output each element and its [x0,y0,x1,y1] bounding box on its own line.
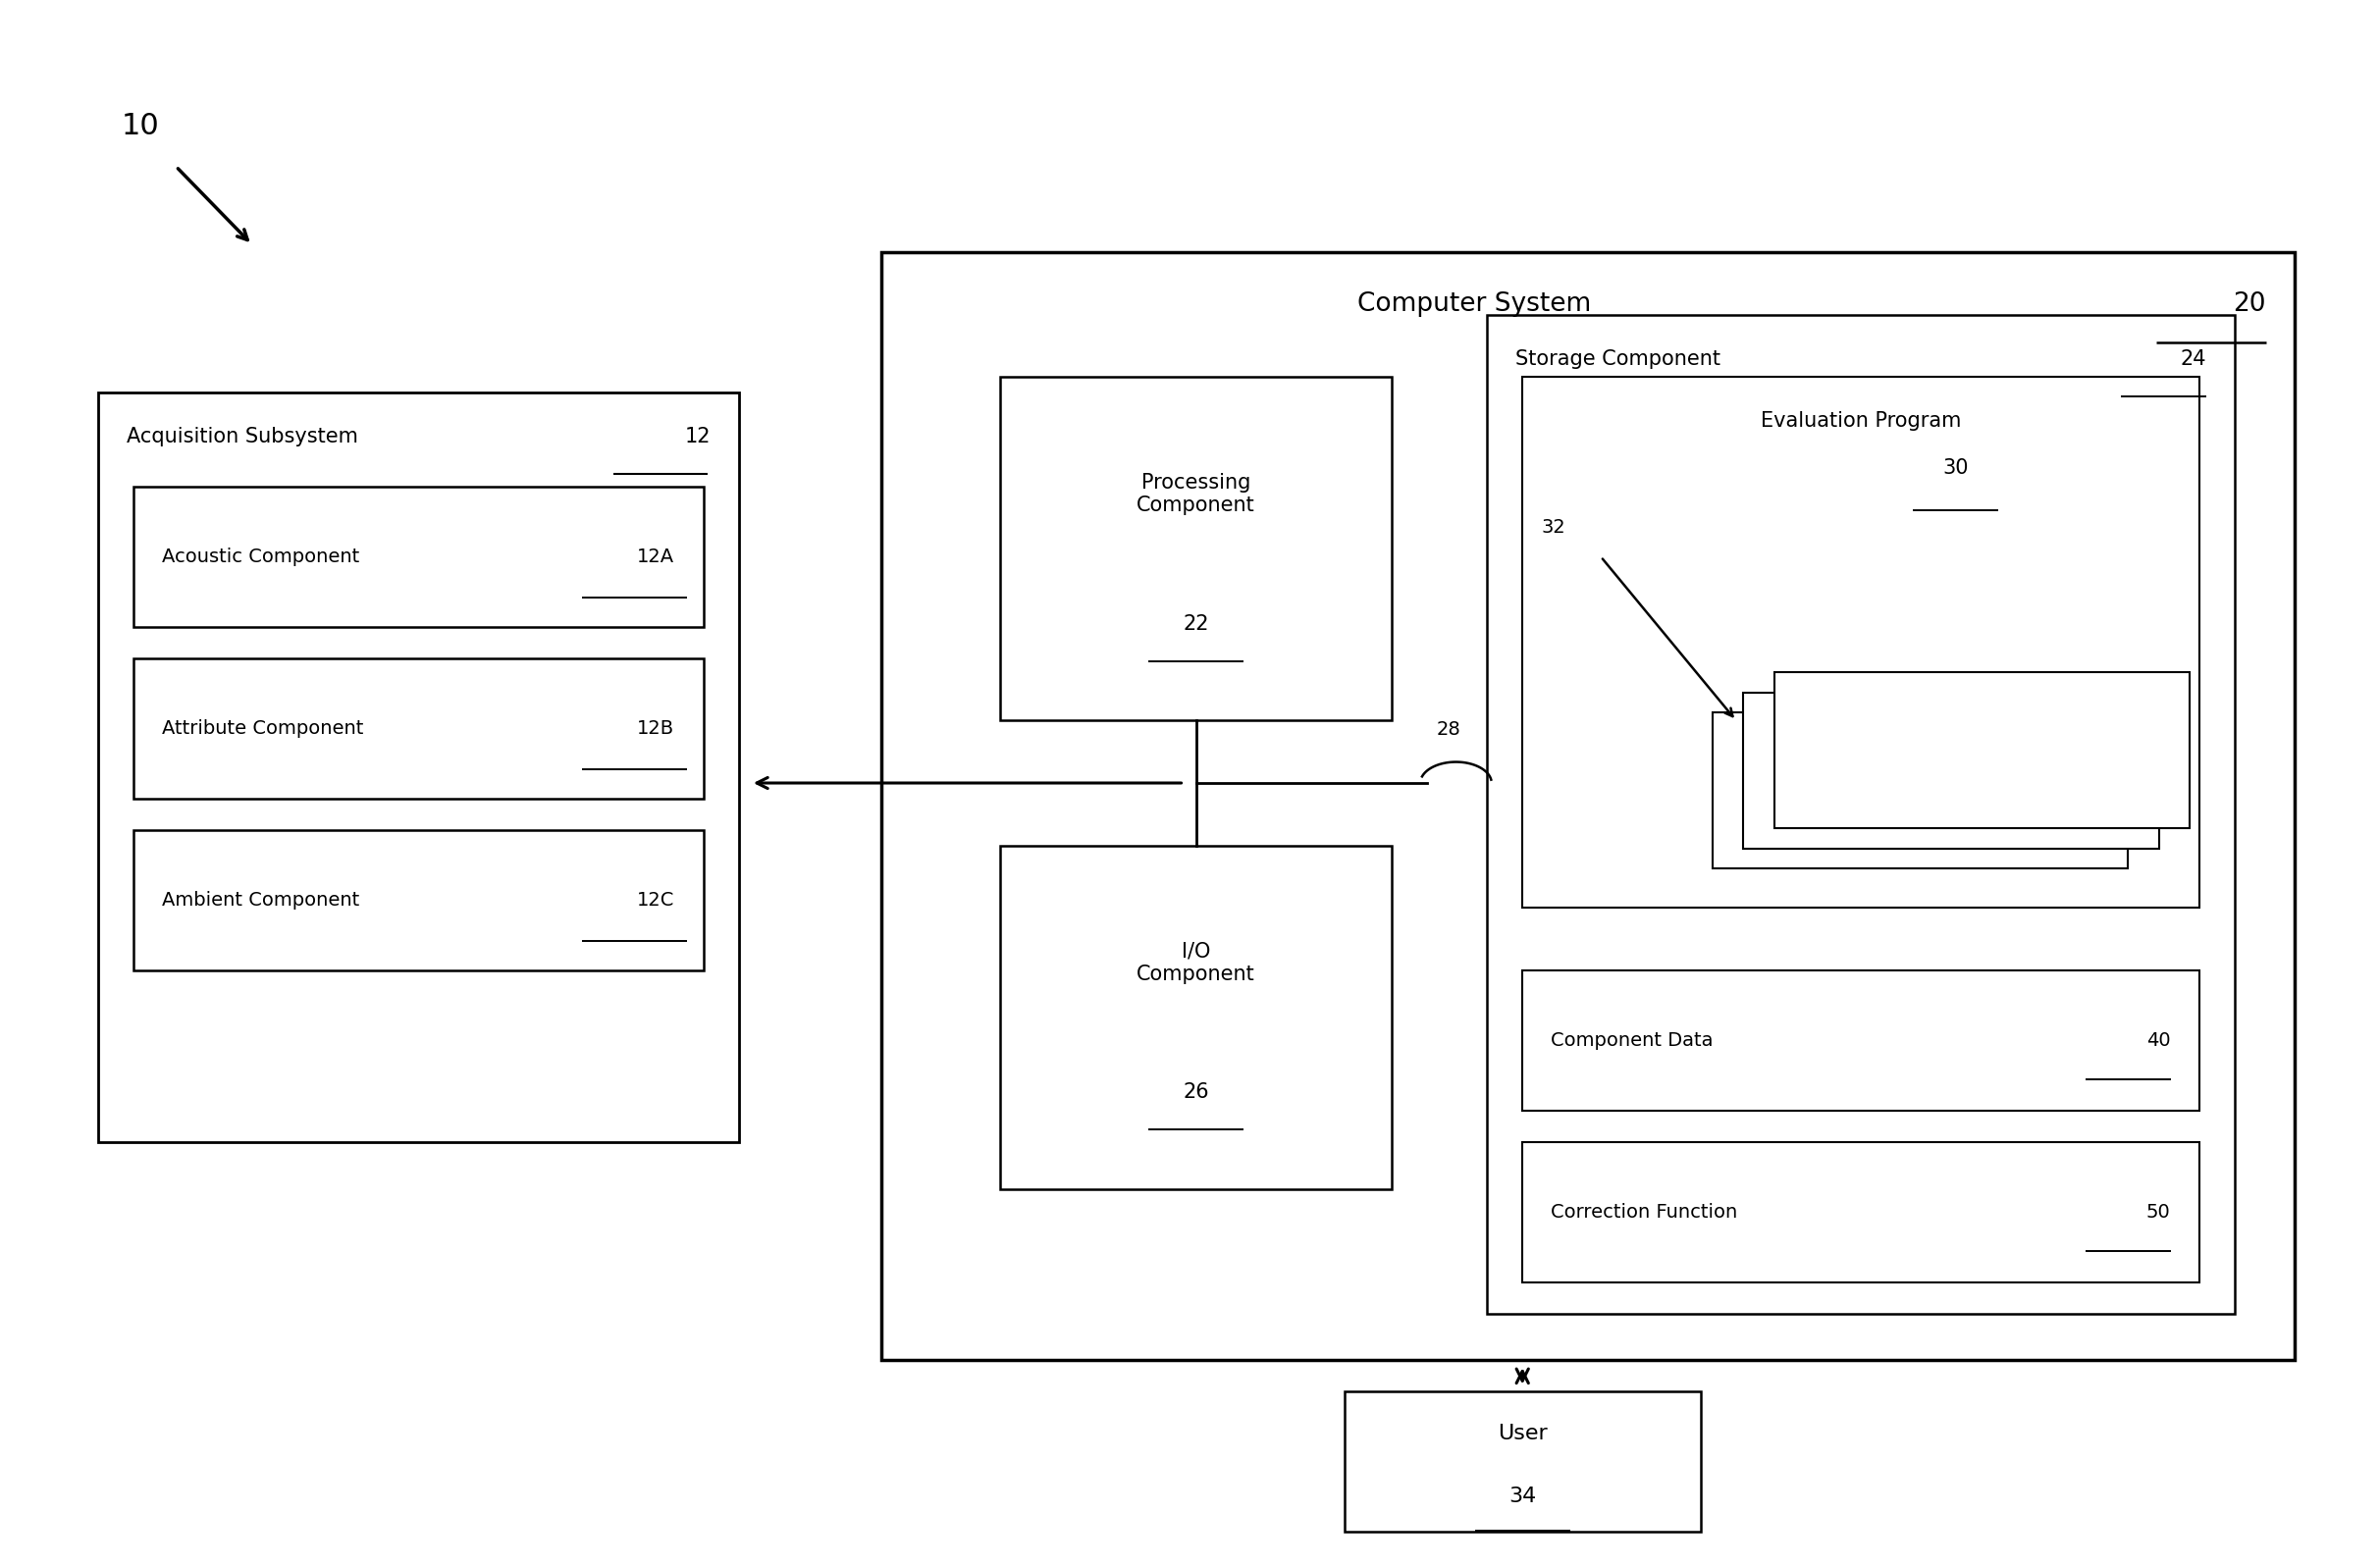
Text: 24: 24 [2180,349,2206,368]
FancyBboxPatch shape [1742,692,2159,849]
FancyBboxPatch shape [133,487,702,626]
FancyBboxPatch shape [1345,1392,1702,1532]
FancyBboxPatch shape [1523,377,2199,908]
Text: 30: 30 [1942,459,1968,478]
Text: 12C: 12C [638,891,674,910]
Text: 26: 26 [1183,1082,1209,1102]
Text: 22: 22 [1183,614,1209,634]
Text: Processing
Component: Processing Component [1138,473,1254,515]
Text: Component Data: Component Data [1552,1030,1714,1049]
FancyBboxPatch shape [133,658,702,799]
Text: Correction Function: Correction Function [1552,1203,1737,1221]
FancyBboxPatch shape [881,252,2294,1361]
Text: 10: 10 [121,111,159,141]
Text: 40: 40 [2147,1030,2171,1049]
FancyBboxPatch shape [1711,713,2128,869]
FancyBboxPatch shape [1488,315,2235,1314]
Text: 50: 50 [2147,1203,2171,1221]
Text: 28: 28 [1438,720,1461,739]
Text: 20: 20 [2232,291,2266,316]
Text: 12A: 12A [638,548,674,565]
Text: Attribute Component: Attribute Component [162,719,364,738]
Text: Computer System: Computer System [1359,291,1592,316]
FancyBboxPatch shape [1000,846,1392,1189]
FancyBboxPatch shape [133,830,702,971]
Text: Acquisition Subsystem: Acquisition Subsystem [126,428,357,446]
Text: Acoustic Component: Acoustic Component [162,548,359,565]
FancyBboxPatch shape [1000,377,1392,720]
Text: I/O
Component: I/O Component [1138,941,1254,983]
Text: Storage Component: Storage Component [1516,349,1721,368]
Text: Ambient Component: Ambient Component [162,891,359,910]
Text: 12B: 12B [638,719,674,738]
FancyBboxPatch shape [1523,971,2199,1110]
Text: 32: 32 [1542,518,1566,536]
Text: 12: 12 [685,428,709,446]
Text: 34: 34 [1509,1486,1537,1506]
FancyBboxPatch shape [1523,1142,2199,1283]
FancyBboxPatch shape [98,393,738,1142]
Text: User: User [1497,1423,1547,1444]
FancyBboxPatch shape [1773,672,2190,828]
Text: Evaluation Program: Evaluation Program [1761,412,1961,431]
